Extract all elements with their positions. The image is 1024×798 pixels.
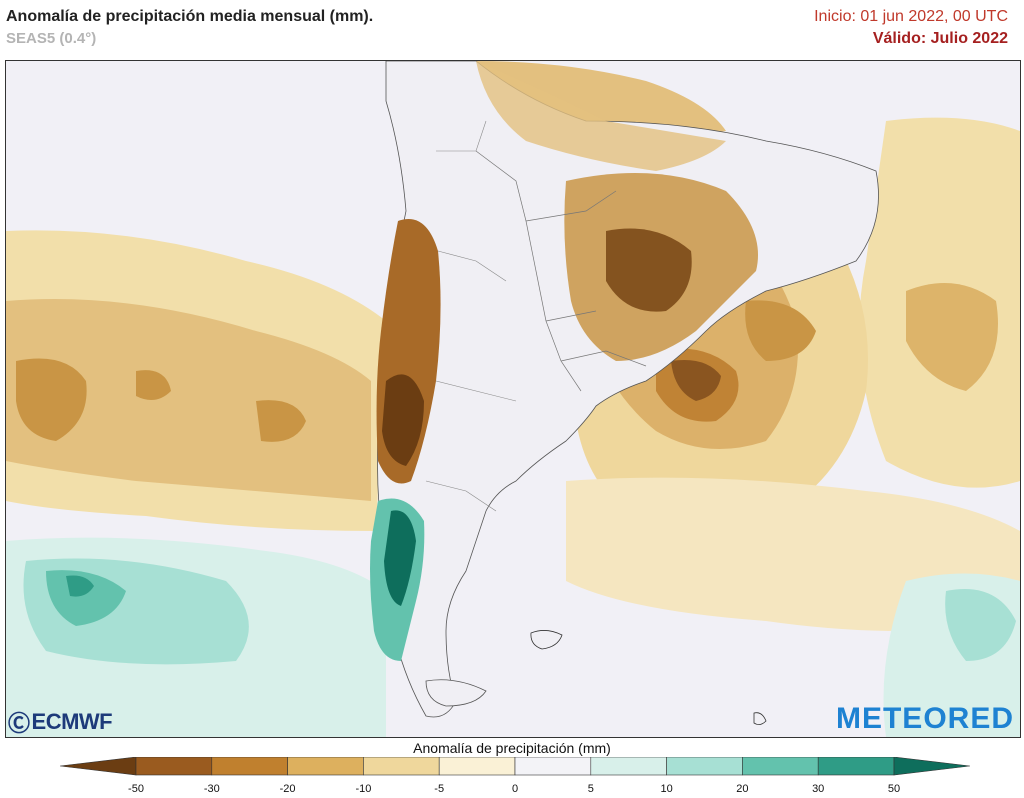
colorbar-extend-high [893, 757, 970, 776]
colorbar-tick-label: -5 [434, 783, 445, 795]
legend-title: Anomalía de precipitación (mm) [413, 740, 611, 756]
colorbar-cell [135, 757, 213, 776]
ecmwf-logo-icon: Ⓒ [8, 711, 30, 736]
model-label: SEAS5 (0.4°) [6, 30, 97, 47]
precipitation-map [6, 61, 1020, 737]
init-time: Inicio: 01 jun 2022, 00 UTC [814, 8, 1008, 25]
colorbar-cell [211, 757, 288, 776]
dry-anomaly-region [671, 360, 721, 401]
colorbar-cell [514, 757, 592, 776]
colorbar-cells [60, 757, 970, 776]
colorbar-tick-label: 5 [587, 783, 594, 795]
colorbar-tick-label: 10 [660, 783, 673, 795]
south-georgia-island [753, 712, 767, 725]
colorbar-cell [438, 757, 516, 776]
dry-anomaly-region [16, 358, 87, 441]
colorbar-cell [287, 757, 364, 776]
colorbar-tick-label: -30 [203, 783, 220, 795]
colorbar-cell [590, 757, 667, 776]
ecmwf-logo: Ⓒ ECMWF [8, 706, 113, 738]
dry-anomaly-land [606, 228, 692, 312]
colorbar-tick-label: 50 [887, 783, 901, 795]
dry-anomaly-region [256, 400, 306, 442]
colorbar-tick-label: -50 [128, 783, 144, 795]
wet-anomaly-region [945, 589, 1016, 661]
map-title: Anomalía de precipitación media mensual … [6, 8, 374, 25]
dry-anomaly-chile [382, 374, 424, 466]
dry-anomaly-region [6, 299, 371, 501]
province-borders [425, 120, 517, 512]
colorbar-extend-low [60, 757, 137, 776]
colorbar-tick-label: 20 [736, 783, 749, 795]
tierra-del-fuego [425, 679, 487, 707]
header-left: Anomalía de precipitación media mensual … [6, 8, 373, 47]
meteored-logo: METEORED [835, 702, 1014, 735]
colorbar [60, 757, 970, 776]
colorbar-tick-label: -10 [355, 783, 372, 795]
dry-anomaly-land [476, 61, 726, 171]
wet-anomaly-chile [384, 510, 416, 606]
dry-anomaly-region [906, 283, 998, 391]
colorbar-cell [817, 757, 895, 776]
ecmwf-logo-text: ECMWF [31, 709, 113, 734]
colorbar-cell [666, 757, 743, 776]
dry-anomaly-region [136, 370, 171, 400]
map-panel [5, 60, 1021, 738]
colorbar-tick-label: -20 [279, 783, 296, 795]
malvinas-islands [530, 630, 563, 650]
colorbar-tick-label: 30 [812, 783, 825, 795]
valid-period: Válido: Julio 2022 [872, 30, 1008, 47]
colorbar-tick-label: 0 [511, 783, 519, 795]
wet-anomaly-region [46, 570, 126, 626]
dry-anomaly-region [745, 300, 816, 361]
colorbar-cell [742, 757, 819, 776]
country-borders [475, 150, 647, 392]
header-right: Inicio: 01 jun 2022, 00 UTC Válido: Juli… [814, 8, 1008, 48]
colorbar-cell [363, 757, 440, 776]
wet-anomaly-region [66, 575, 94, 597]
